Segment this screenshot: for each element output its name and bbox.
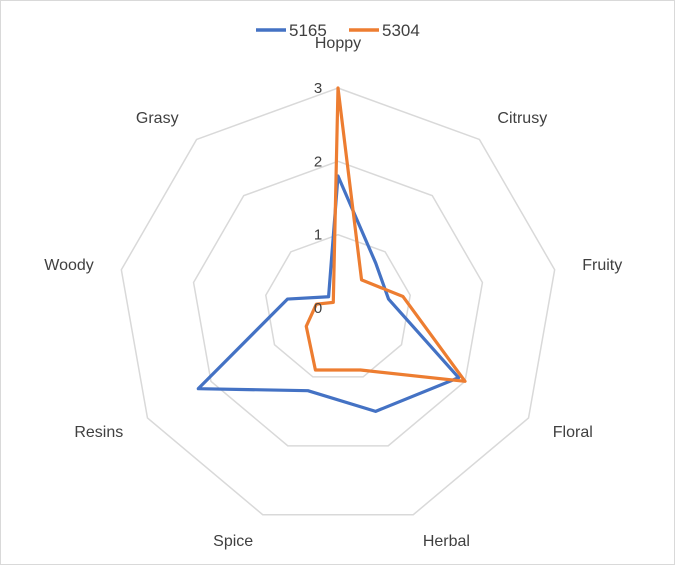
- tick-label-1: 1: [314, 227, 322, 244]
- category-label-grasy: Grasy: [136, 110, 179, 127]
- category-label-herbal: Herbal: [423, 533, 470, 550]
- tick-label-2: 2: [314, 153, 322, 170]
- legend-label-5304: 5304: [382, 21, 420, 40]
- tick-label-0: 0: [314, 300, 322, 317]
- legend-label-5165: 5165: [289, 21, 327, 40]
- category-label-hoppy: Hoppy: [315, 35, 361, 52]
- category-label-resins: Resins: [74, 424, 123, 441]
- category-label-fruity: Fruity: [582, 257, 622, 274]
- category-label-floral: Floral: [553, 424, 593, 441]
- grid-ring-2: [192, 160, 484, 447]
- category-labels: Hoppy Citrusy Fruity Floral Herbal Spice Resin…: [44, 35, 622, 550]
- grid-ring-1: [264, 233, 412, 378]
- tick-labels: 0 1 2 3: [314, 80, 322, 317]
- category-label-woody: Woody: [44, 257, 94, 274]
- category-label-spice: Spice: [213, 533, 253, 550]
- series-layer: [196, 86, 467, 413]
- radar-grid: [120, 87, 556, 516]
- series-5165-line: [196, 174, 461, 413]
- series-5304-line: [304, 86, 467, 383]
- legend: 5165 5304: [256, 21, 420, 40]
- grid-ring-3: [120, 87, 556, 516]
- category-label-citrusy: Citrusy: [497, 110, 547, 127]
- tick-label-3: 3: [314, 80, 322, 97]
